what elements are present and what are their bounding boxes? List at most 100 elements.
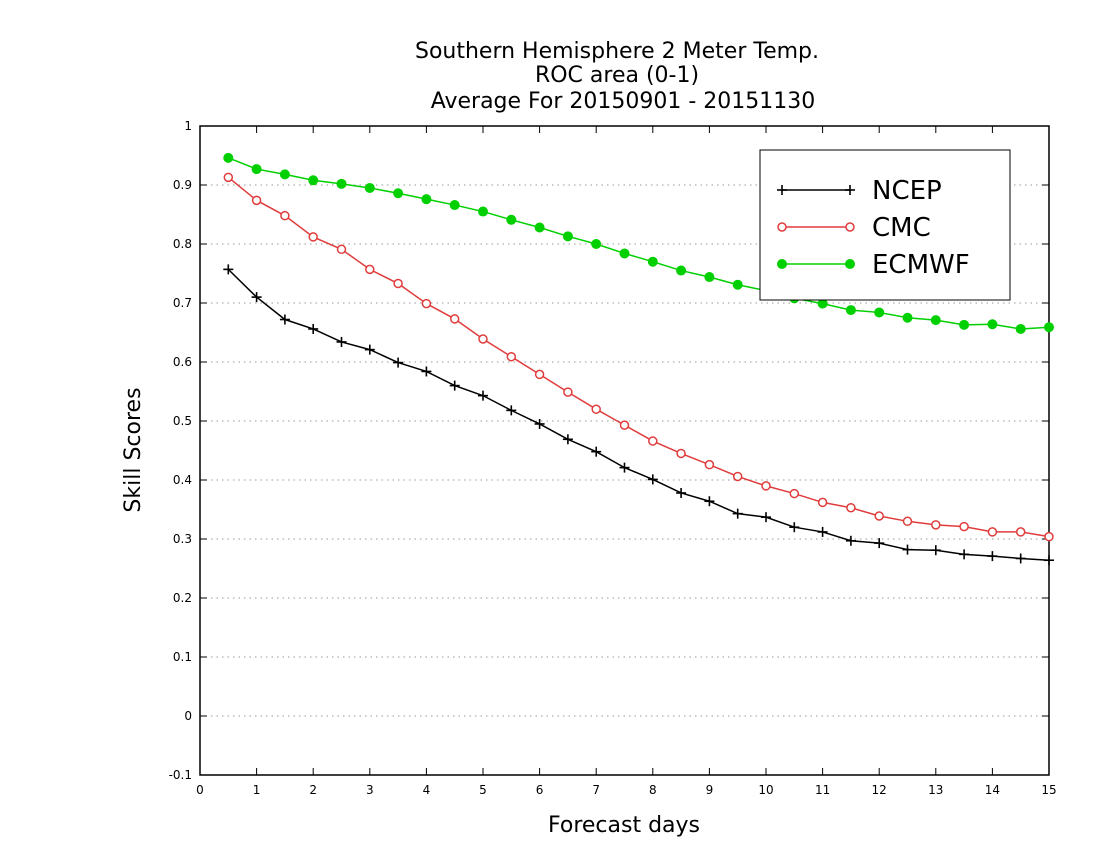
data-point-cmc [676,448,686,459]
data-point-ecmwf [506,214,517,225]
data-point-ncep [364,344,375,355]
x-tick-label: 3 [366,783,374,797]
legend-label-cmc: CMC [872,213,931,243]
data-point-cmc [704,459,715,470]
data-point-ecmwf [874,307,885,318]
y-tick-label: 0.7 [173,296,192,310]
chart-title-line-1: Southern Hemisphere 2 Meter Temp. [415,39,819,64]
y-tick-label: 1 [184,119,192,133]
data-point-ecmwf [534,222,545,233]
data-point-ecmwf [251,164,262,175]
y-tick-label: 0.8 [173,237,192,251]
y-tick-label: 0 [184,709,192,723]
data-point-cmc [732,471,743,482]
data-point-ecmwf [393,188,404,199]
plot-frame [199,125,1050,776]
data-point-ncep [279,314,290,325]
legend-marker-cmc [777,222,787,232]
series-cmc [223,172,1054,542]
series-ecmwf [223,152,1054,334]
y-tick-label: 0.9 [173,178,192,192]
data-point-cmc [1015,527,1026,537]
data-point-ecmwf [732,279,743,290]
x-tick-label: 9 [706,783,714,797]
data-point-ecmwf [987,319,998,330]
axis-ticks: -0.100.10.20.30.40.50.60.70.80.910 1 2 3 4 5 6… [169,119,1057,797]
data-point-ecmwf [308,175,319,186]
x-tick-label: 0 [196,783,204,797]
data-point-ncep [902,544,913,555]
data-point-ecmwf [676,265,687,276]
data-point-ecmwf [336,178,347,189]
data-point-ncep [223,264,234,275]
data-point-ncep [1044,555,1054,566]
x-tick-label: 13 [928,783,943,797]
series-line-cmc [227,176,1050,538]
series-line-ncep [227,268,1050,561]
data-point-cmc [902,516,913,527]
data-point-ncep [251,292,262,303]
x-tick-label: 14 [985,783,1000,797]
x-tick-label: 4 [423,783,431,797]
data-point-ncep [959,549,970,560]
data-point-ecmwf [959,319,970,330]
data-point-ncep [647,474,658,485]
data-point-ecmwf [421,194,432,205]
legend-marker-ncep [777,185,787,195]
data-point-cmc [987,527,998,537]
y-tick-label: 0.2 [173,591,192,605]
x-tick-label: 12 [872,783,887,797]
data-point-cmc [959,521,969,532]
data-point-cmc [478,334,488,344]
data-point-ecmwf [279,169,290,180]
x-tick-label: 15 [1041,783,1056,797]
legend-item-ncep: NCEP [777,176,942,206]
x-axis-title: Forecast days [548,813,700,838]
data-point-ncep [874,538,885,549]
data-point-ecmwf [647,256,658,267]
data-point-ncep [393,357,404,368]
data-point-ecmwf [562,231,573,242]
data-point-ncep [704,496,715,507]
data-point-cmc [789,488,800,499]
data-point-ncep [336,336,347,347]
data-point-cmc [421,298,432,309]
data-point-cmc [336,244,347,255]
data-point-cmc [223,172,234,183]
data-point-cmc [874,511,884,521]
data-point-ncep [732,508,743,519]
data-point-cmc [591,404,601,414]
x-tick-label: 10 [758,783,773,797]
legend-item-cmc: CMC [777,213,931,243]
data-point-cmc [506,351,517,362]
legend-label-ncep: NCEP [872,176,942,206]
x-tick-label: 6 [536,783,544,797]
chart-title-line-3: Average For 20150901 - 20151130 [431,89,816,114]
y-axis-title: Skill Scores [121,387,146,512]
data-point-ncep [421,366,432,377]
data-point-ncep [930,545,941,556]
data-point-ecmwf [1044,322,1054,333]
series [223,152,1054,566]
y-tick-label: -0.1 [169,768,192,782]
data-point-ncep [308,323,319,334]
data-point-cmc [308,232,318,242]
y-tick-label: 0.1 [173,650,192,664]
data-point-ncep [449,380,460,391]
data-point-ncep [676,487,687,498]
legend-marker-cmc [845,222,855,232]
data-point-ncep [845,535,856,546]
legend-box [759,149,1011,301]
data-point-ncep [478,390,488,401]
data-point-cmc [761,481,771,491]
x-tick-label: 5 [479,783,487,797]
series-ncep [223,264,1054,566]
legend-marker-ecmwf [777,259,787,269]
data-point-cmc [846,502,856,513]
data-point-ncep [534,418,545,429]
x-tick-label: 8 [649,783,657,797]
data-point-ecmwf [704,272,715,283]
data-point-ncep [1015,553,1026,564]
data-point-cmc [648,436,658,446]
